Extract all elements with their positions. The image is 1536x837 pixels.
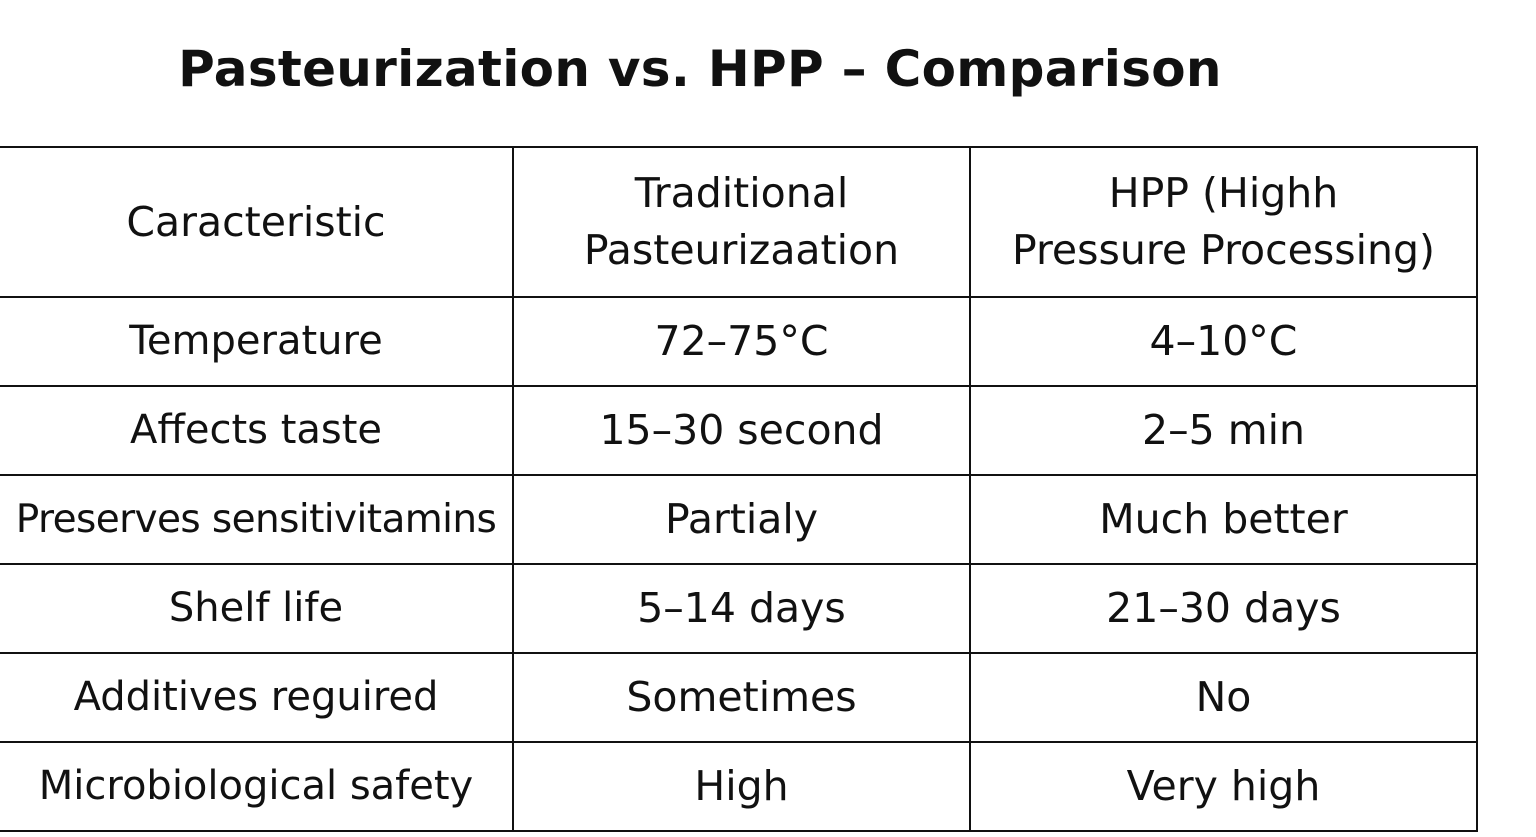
table-row: Preserves sensitivitamins Partialy Much …: [0, 474, 1478, 565]
table-cell: No: [969, 652, 1478, 743]
column-header-line: Pressure Processing): [1011, 226, 1436, 274]
row-label-cell: Temperature: [0, 296, 514, 387]
table-cell: 4–10°C: [969, 296, 1478, 387]
table-cell: 72–75°C: [512, 296, 971, 387]
row-label-cell: Shelf life: [0, 563, 514, 654]
table-header-row: Caracteristic Traditional Pasteurizaatio…: [0, 146, 1478, 298]
table-cell: 15–30 second: [512, 385, 971, 476]
table-row: Additives reguired Sometimes No: [0, 652, 1478, 743]
row-label-cell: Microbiological safety: [0, 741, 514, 832]
table-cell: Sometimes: [512, 652, 971, 743]
column-header-traditional-pasteurization: Traditional Pasteurizaation: [512, 146, 971, 298]
table-row: Microbiological safety High Very high: [0, 741, 1478, 832]
table-cell: Partialy: [512, 474, 971, 565]
table-cell: High: [512, 741, 971, 832]
column-header-characteristic: Caracteristic: [0, 146, 514, 298]
row-label-cell: Affects taste: [0, 385, 514, 476]
comparison-table: Caracteristic Traditional Pasteurizaatio…: [0, 146, 1478, 832]
column-header-line: Caracteristic: [126, 197, 386, 246]
table-row: Shelf life 5–14 days 21–30 days: [0, 563, 1478, 654]
chart-title: Pasteurization vs. HPP – Comparison: [178, 40, 1222, 98]
table-cell: 2–5 min: [969, 385, 1478, 476]
column-header-line: Traditional: [634, 169, 849, 217]
table-row: Temperature 72–75°C 4–10°C: [0, 296, 1478, 387]
table-row: Affects taste 15–30 second 2–5 min: [0, 385, 1478, 476]
table-cell: 5–14 days: [512, 563, 971, 654]
column-header-hpp: HPP (Highh Pressure Processing): [969, 146, 1478, 298]
table-cell: Very high: [969, 741, 1478, 832]
table-cell: 21–30 days: [969, 563, 1478, 654]
table-cell: Much better: [969, 474, 1478, 565]
column-header-line: HPP (Highh: [1108, 169, 1339, 217]
row-label-cell: Preserves sensitivitamins: [0, 474, 514, 565]
column-header-line: Pasteurizaation: [583, 226, 900, 274]
row-label-cell: Additives reguired: [0, 652, 514, 743]
